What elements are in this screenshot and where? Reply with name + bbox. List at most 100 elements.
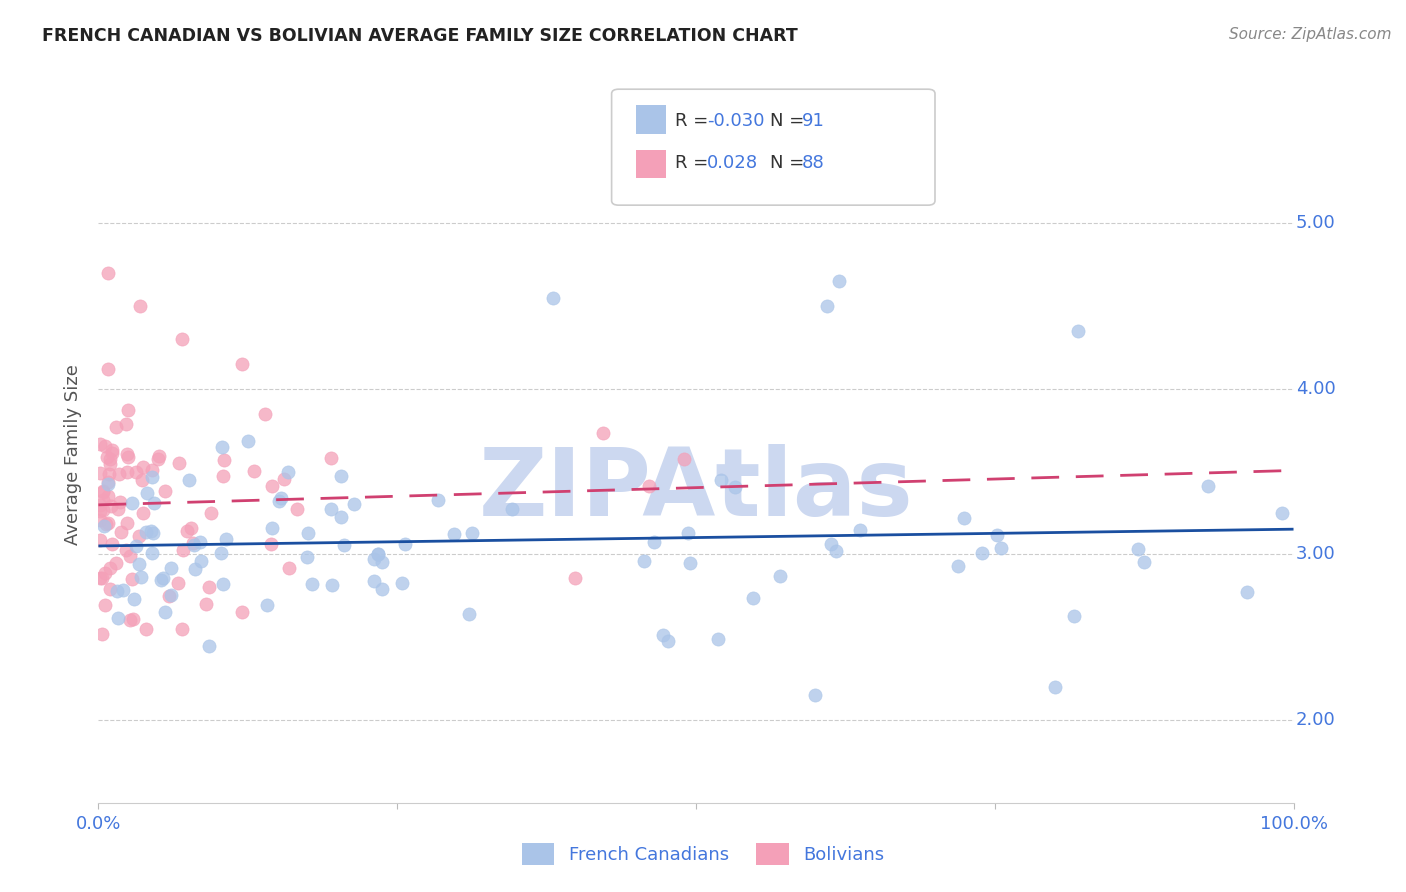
Point: [394, 537, 416, 551]
Text: 2.00: 2.00: [1296, 711, 1336, 729]
Point: [209, 546, 232, 560]
Point: [110, 525, 132, 540]
Point: [277, 561, 299, 575]
Point: [333, 538, 356, 552]
Point: [643, 535, 665, 549]
Point: [638, 478, 661, 492]
Point: [91, 502, 114, 516]
Point: [120, 549, 142, 564]
Point: [91, 484, 114, 499]
Point: [678, 525, 700, 540]
Point: [117, 403, 139, 417]
Point: [97, 361, 120, 376]
Point: [172, 542, 194, 557]
Point: [986, 527, 1008, 541]
Text: 3.00: 3.00: [1296, 545, 1336, 564]
Point: [461, 525, 484, 540]
Point: [107, 611, 129, 625]
Point: [141, 524, 163, 538]
Point: [212, 469, 235, 483]
Point: [651, 628, 673, 642]
Point: [121, 612, 143, 626]
Point: [1126, 542, 1149, 557]
Point: [89, 571, 111, 585]
Point: [243, 464, 266, 478]
Point: [804, 688, 827, 702]
Point: [848, 523, 870, 537]
Point: [1236, 584, 1258, 599]
Point: [710, 473, 733, 487]
Point: [1043, 680, 1066, 694]
Point: [1271, 506, 1294, 520]
Text: N =: N =: [770, 154, 810, 172]
Point: [371, 582, 394, 597]
Point: [89, 533, 111, 547]
Point: [970, 546, 993, 560]
Point: [108, 494, 131, 508]
Point: [141, 463, 163, 477]
Point: [270, 491, 292, 505]
Point: [142, 526, 165, 541]
Point: [183, 537, 205, 551]
Point: [160, 588, 183, 602]
Point: [100, 445, 122, 459]
Point: [1133, 555, 1156, 569]
Point: [135, 525, 157, 540]
Point: [706, 632, 728, 646]
Point: [231, 357, 253, 371]
Point: [125, 539, 148, 553]
Point: [167, 575, 190, 590]
Point: [297, 525, 319, 540]
Point: [1067, 324, 1090, 338]
Point: [115, 447, 138, 461]
Point: [254, 407, 277, 421]
Text: 91: 91: [801, 112, 824, 129]
Point: [169, 456, 191, 470]
Point: [94, 598, 117, 612]
Text: N =: N =: [770, 112, 810, 129]
Point: [141, 470, 163, 484]
Point: [108, 467, 131, 481]
Point: [330, 509, 353, 524]
Point: [101, 537, 124, 551]
Point: [115, 465, 138, 479]
Point: [112, 582, 135, 597]
Point: [1063, 608, 1085, 623]
Point: [94, 439, 117, 453]
Point: [115, 417, 138, 432]
Point: [89, 504, 111, 518]
Point: [321, 578, 343, 592]
Text: 0.028: 0.028: [707, 154, 758, 172]
Y-axis label: Average Family Size: Average Family Size: [65, 365, 83, 545]
Point: [89, 466, 111, 480]
Point: [96, 450, 118, 464]
Point: [215, 532, 238, 546]
Point: [150, 573, 173, 587]
Point: [93, 483, 115, 498]
Point: [160, 561, 183, 575]
Point: [190, 554, 212, 568]
Point: [135, 622, 157, 636]
Point: [724, 480, 747, 494]
Point: [142, 496, 165, 510]
Point: [367, 548, 389, 562]
Point: [141, 546, 163, 560]
Point: [89, 437, 111, 451]
Point: [91, 571, 114, 585]
Point: [183, 536, 205, 550]
Point: [1197, 479, 1219, 493]
Point: [115, 516, 138, 530]
Point: [200, 506, 222, 520]
Point: [131, 474, 153, 488]
Point: [105, 420, 128, 434]
Point: [256, 598, 278, 612]
Point: [105, 556, 128, 570]
Point: [131, 570, 153, 584]
Text: R =: R =: [675, 112, 714, 129]
Point: [342, 497, 364, 511]
Point: [107, 501, 129, 516]
Point: [564, 571, 586, 585]
Text: FRENCH CANADIAN VS BOLIVIAN AVERAGE FAMILY SIZE CORRELATION CHART: FRENCH CANADIAN VS BOLIVIAN AVERAGE FAMI…: [42, 27, 799, 45]
Point: [443, 527, 465, 541]
Legend: French Canadians, Bolivians: French Canadians, Bolivians: [513, 834, 893, 874]
